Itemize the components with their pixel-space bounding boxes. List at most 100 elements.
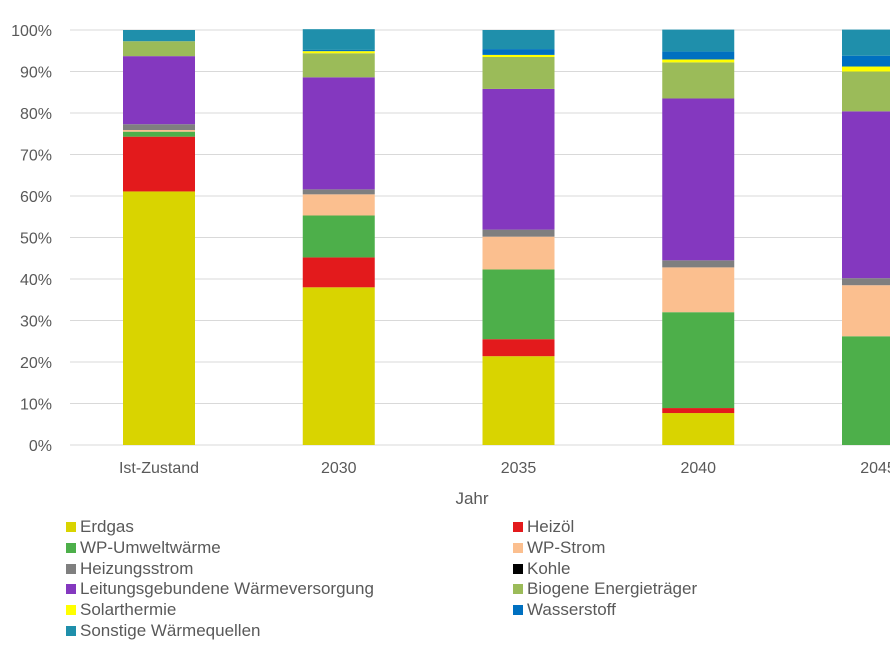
- bar-segment: [482, 49, 555, 55]
- legend-label: Heizungsstrom: [80, 558, 194, 578]
- bar-segment: [842, 55, 890, 67]
- bar-segment: [302, 257, 375, 288]
- y-tick-label: 100%: [11, 23, 52, 40]
- bar-segment: [482, 236, 555, 270]
- bar-segment: [662, 59, 735, 63]
- legend-swatch: [513, 584, 523, 595]
- legend-label: Erdgas: [80, 517, 134, 536]
- legend-item: WP-Strom: [513, 538, 605, 558]
- bar-segment: [302, 77, 375, 190]
- bar-segment: [482, 30, 555, 50]
- legend-swatch: [66, 584, 76, 595]
- bar-segment: [302, 29, 375, 50]
- legend-swatch: [66, 626, 76, 636]
- bar-segment: [482, 88, 555, 230]
- y-tick-label: 20%: [20, 355, 52, 372]
- bar-segment: [302, 194, 375, 216]
- x-tick-label: 2040: [680, 460, 716, 477]
- y-tick-label: 70%: [20, 148, 52, 165]
- legend-label: Leitungsgebundene Wärmeversorgung: [80, 579, 374, 599]
- bar-segment: [302, 215, 375, 258]
- bar-segment: [482, 56, 555, 89]
- bar-segment: [302, 287, 375, 445]
- bar-segment: [123, 41, 195, 57]
- y-tick-label: 30%: [20, 314, 52, 331]
- y-tick-label: 60%: [20, 189, 52, 206]
- legend-swatch: [513, 605, 523, 616]
- bar-segment: [123, 56, 195, 125]
- bar-stack-3: [662, 29, 735, 445]
- legend-item: Heizöl: [513, 517, 574, 537]
- bar-segment: [842, 278, 890, 286]
- bar-segment: [123, 136, 195, 192]
- bar-segment: [123, 131, 195, 137]
- legend-label: Heizöl: [527, 517, 575, 536]
- legend-item: WP-Umweltwärme: [66, 538, 221, 558]
- bar-segment: [662, 51, 735, 60]
- bar-segment: [662, 29, 735, 52]
- legend-swatch: [66, 522, 76, 532]
- legend-item: Biogene Energieträger: [513, 579, 697, 599]
- bar-segment: [662, 312, 735, 409]
- bar-stack-0: [123, 30, 195, 445]
- x-tick-label: 2045: [860, 460, 890, 477]
- legend-label: Sonstige Wärmequellen: [80, 621, 261, 640]
- bar-segment: [842, 285, 890, 337]
- legend-swatch: [66, 563, 76, 574]
- y-axis-ticks: 0% 10% 20% 30% 40% 50% 60% 70% 80% 90% 100%: [11, 23, 52, 455]
- bar-segment: [123, 124, 195, 131]
- legend-label: Kohle: [527, 558, 571, 578]
- bar-segment: [662, 62, 735, 99]
- legend-swatch: [66, 605, 76, 616]
- bar-segment: [662, 408, 735, 414]
- legend-swatch: [513, 522, 523, 532]
- x-axis-title: Jahr: [455, 489, 488, 508]
- legend-swatch: [513, 563, 523, 574]
- legend-swatch: [513, 542, 523, 553]
- x-tick-label: 2035: [501, 460, 537, 477]
- x-axis-ticks: Ist-Zustand 2030 2035 2040 2045: [119, 460, 890, 477]
- legend-item: Sonstige Wärmequellen: [66, 621, 260, 641]
- stacked-bar-chart: 0% 10% 20% 30% 40% 50% 60% 70% 80% 90% 100% Ist-Zu…: [11, 23, 890, 508]
- legend-item: Solarthermie: [66, 600, 176, 620]
- legend-label: Biogene Energieträger: [527, 579, 698, 599]
- bar-segment: [842, 111, 890, 279]
- x-tick-label: Ist-Zustand: [119, 460, 199, 477]
- y-tick-label: 90%: [20, 65, 52, 82]
- bar-segment: [842, 336, 890, 445]
- legend-item: Heizungsstrom: [66, 559, 193, 579]
- bar-segment: [482, 229, 555, 237]
- y-tick-label: 0%: [29, 438, 52, 455]
- bar-segment: [482, 269, 555, 340]
- bar-segment: [302, 49, 375, 52]
- bar-stack-2: [482, 30, 555, 445]
- bar-segment: [662, 413, 735, 445]
- bar-segment: [123, 130, 195, 132]
- legend-label: Wasserstoff: [527, 600, 616, 620]
- legend-item: Leitungsgebundene Wärmeversorgung: [66, 579, 374, 599]
- gridlines: [70, 29, 890, 446]
- bar-segment: [123, 191, 195, 445]
- legend-swatch: [66, 542, 76, 553]
- bar-segment: [662, 260, 735, 268]
- y-tick-label: 80%: [20, 106, 52, 123]
- bar-segment: [662, 267, 735, 313]
- bars: [123, 29, 890, 445]
- y-tick-label: 10%: [20, 397, 52, 414]
- legend-item: Kohle: [513, 559, 570, 579]
- bar-segment: [482, 339, 555, 357]
- bar-segment: [842, 71, 890, 112]
- legend-label: WP-Umweltwärme: [80, 537, 221, 557]
- bar-segment: [302, 53, 375, 78]
- y-tick-label: 50%: [20, 231, 52, 248]
- bar-stack-4: [842, 29, 890, 445]
- bar-segment: [302, 51, 375, 54]
- bar-segment: [123, 30, 195, 42]
- legend-label: WP-Strom: [527, 537, 606, 557]
- x-tick-label: 2030: [321, 460, 357, 477]
- bar-segment: [842, 66, 890, 72]
- legend-item: Wasserstoff: [513, 600, 616, 620]
- legend-label: Solarthermie: [80, 600, 177, 620]
- bar-segment: [482, 356, 555, 445]
- y-tick-label: 40%: [20, 272, 52, 289]
